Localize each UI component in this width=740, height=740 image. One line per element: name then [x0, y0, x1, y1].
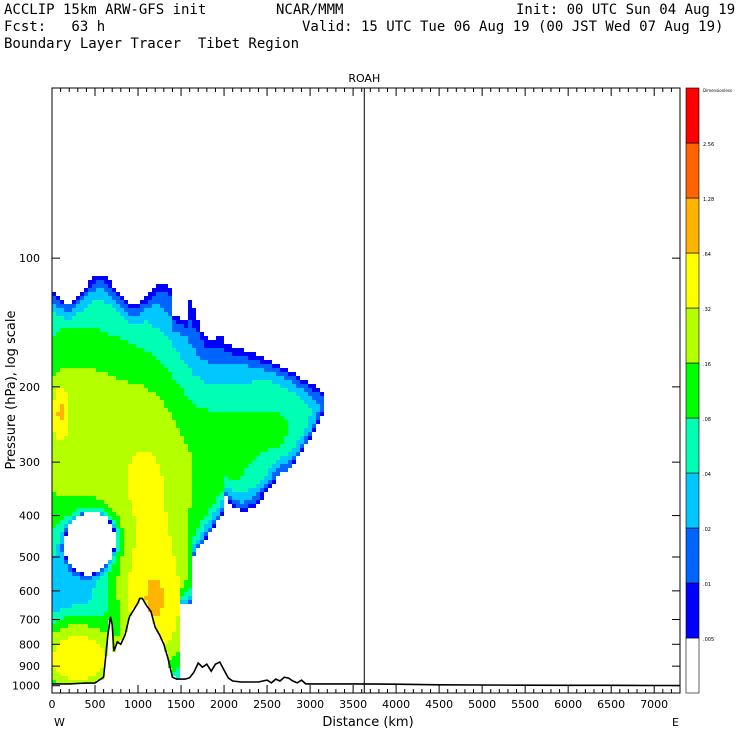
colorbar-label: 1.28: [703, 197, 714, 203]
y-axis-ticks: 100 200 300 400 500 600 700 800 900 1000: [12, 252, 680, 693]
colorbar-label: .005: [703, 637, 714, 643]
x-tick-label: 5500: [511, 698, 539, 711]
terrain-profile-line: [52, 597, 680, 687]
colorbar-box: [685, 417, 700, 474]
chart-title: ROAH: [348, 72, 380, 85]
x-axis-east-label: E: [672, 716, 679, 729]
y-tick-label: 900: [19, 660, 40, 673]
colorbar-box: [685, 87, 700, 144]
x-tick-label: 500: [85, 698, 106, 711]
x-axis-west-label: W: [54, 716, 65, 729]
colorbar-box: [685, 197, 700, 254]
colorbar-label: .01: [703, 582, 711, 588]
y-tick-label: 100: [19, 252, 40, 265]
colorbar-label: .02: [703, 527, 711, 533]
x-axis-ticks: 0 500 1000 1500 2000 2500 3000 3500 4000 4500 5000…: [49, 88, 681, 711]
y-tick-label: 500: [19, 551, 40, 564]
x-tick-label: 1500: [167, 698, 195, 711]
x-tick-label: 3500: [339, 698, 367, 711]
x-tick-label: 1000: [124, 698, 152, 711]
y-tick-label: 200: [19, 381, 40, 394]
x-tick-label: 0: [49, 698, 56, 711]
colorbar-label: .64: [703, 252, 711, 258]
colorbar-box: [685, 142, 700, 199]
y-tick-label: 800: [19, 638, 40, 651]
header-valid-time: Valid: 15 UTC Tue 06 Aug 19 (00 JST Wed …: [302, 19, 724, 35]
header-field-name: Boundary Layer Tracer Tibet Region: [4, 36, 300, 52]
y-tick-label: 600: [19, 585, 40, 598]
y-tick-label: 1000: [12, 680, 40, 693]
colorbar-label: Dimensionless: [703, 88, 732, 93]
colorbar-label: .16: [703, 362, 711, 368]
x-tick-label: 7000: [640, 698, 668, 711]
x-tick-label: 5000: [468, 698, 496, 711]
x-tick-label: 4500: [425, 698, 453, 711]
colorbar-box: [685, 472, 700, 529]
y-axis-label: Pressure (hPa), log scale: [4, 311, 19, 470]
tracer-field: [52, 276, 324, 684]
x-tick-label: 2500: [253, 698, 281, 711]
colorbar-box: [685, 582, 700, 639]
colorbar-label: .08: [703, 417, 711, 423]
y-tick-label: 700: [19, 613, 40, 626]
colorbar-label: 2.56: [703, 142, 714, 148]
colorbar-box: [685, 252, 700, 309]
colorbar-label: .04: [703, 472, 711, 478]
colorbar-box: [685, 362, 700, 419]
colorbar-box: [685, 307, 700, 364]
x-axis-label: Distance (km): [322, 715, 413, 730]
x-tick-label: 6000: [554, 698, 582, 711]
header-org: NCAR/MMM: [276, 2, 344, 18]
colorbar-box: [685, 527, 700, 584]
colorbar-box: [685, 637, 700, 694]
plot-frame: [51, 87, 681, 694]
header-forecast-hour: Fcst: 63 h: [4, 19, 106, 35]
x-tick-label: 6500: [597, 698, 625, 711]
x-tick-label: 3000: [296, 698, 324, 711]
x-tick-label: 4000: [382, 698, 410, 711]
y-tick-label: 400: [19, 510, 40, 523]
header-init-time: Init: 00 UTC Sun 04 Aug 19: [516, 2, 736, 18]
header-init-model: ACCLIP 15km ARW-GFS init: [4, 2, 207, 18]
colorbar-label: .32: [703, 307, 711, 313]
y-tick-label: 300: [19, 456, 40, 469]
colorbar: .005 .01 .02 .04 .08 .16 .32 .64 1.28 2.56 Dimensi…: [685, 87, 732, 694]
x-tick-label: 2000: [210, 698, 238, 711]
